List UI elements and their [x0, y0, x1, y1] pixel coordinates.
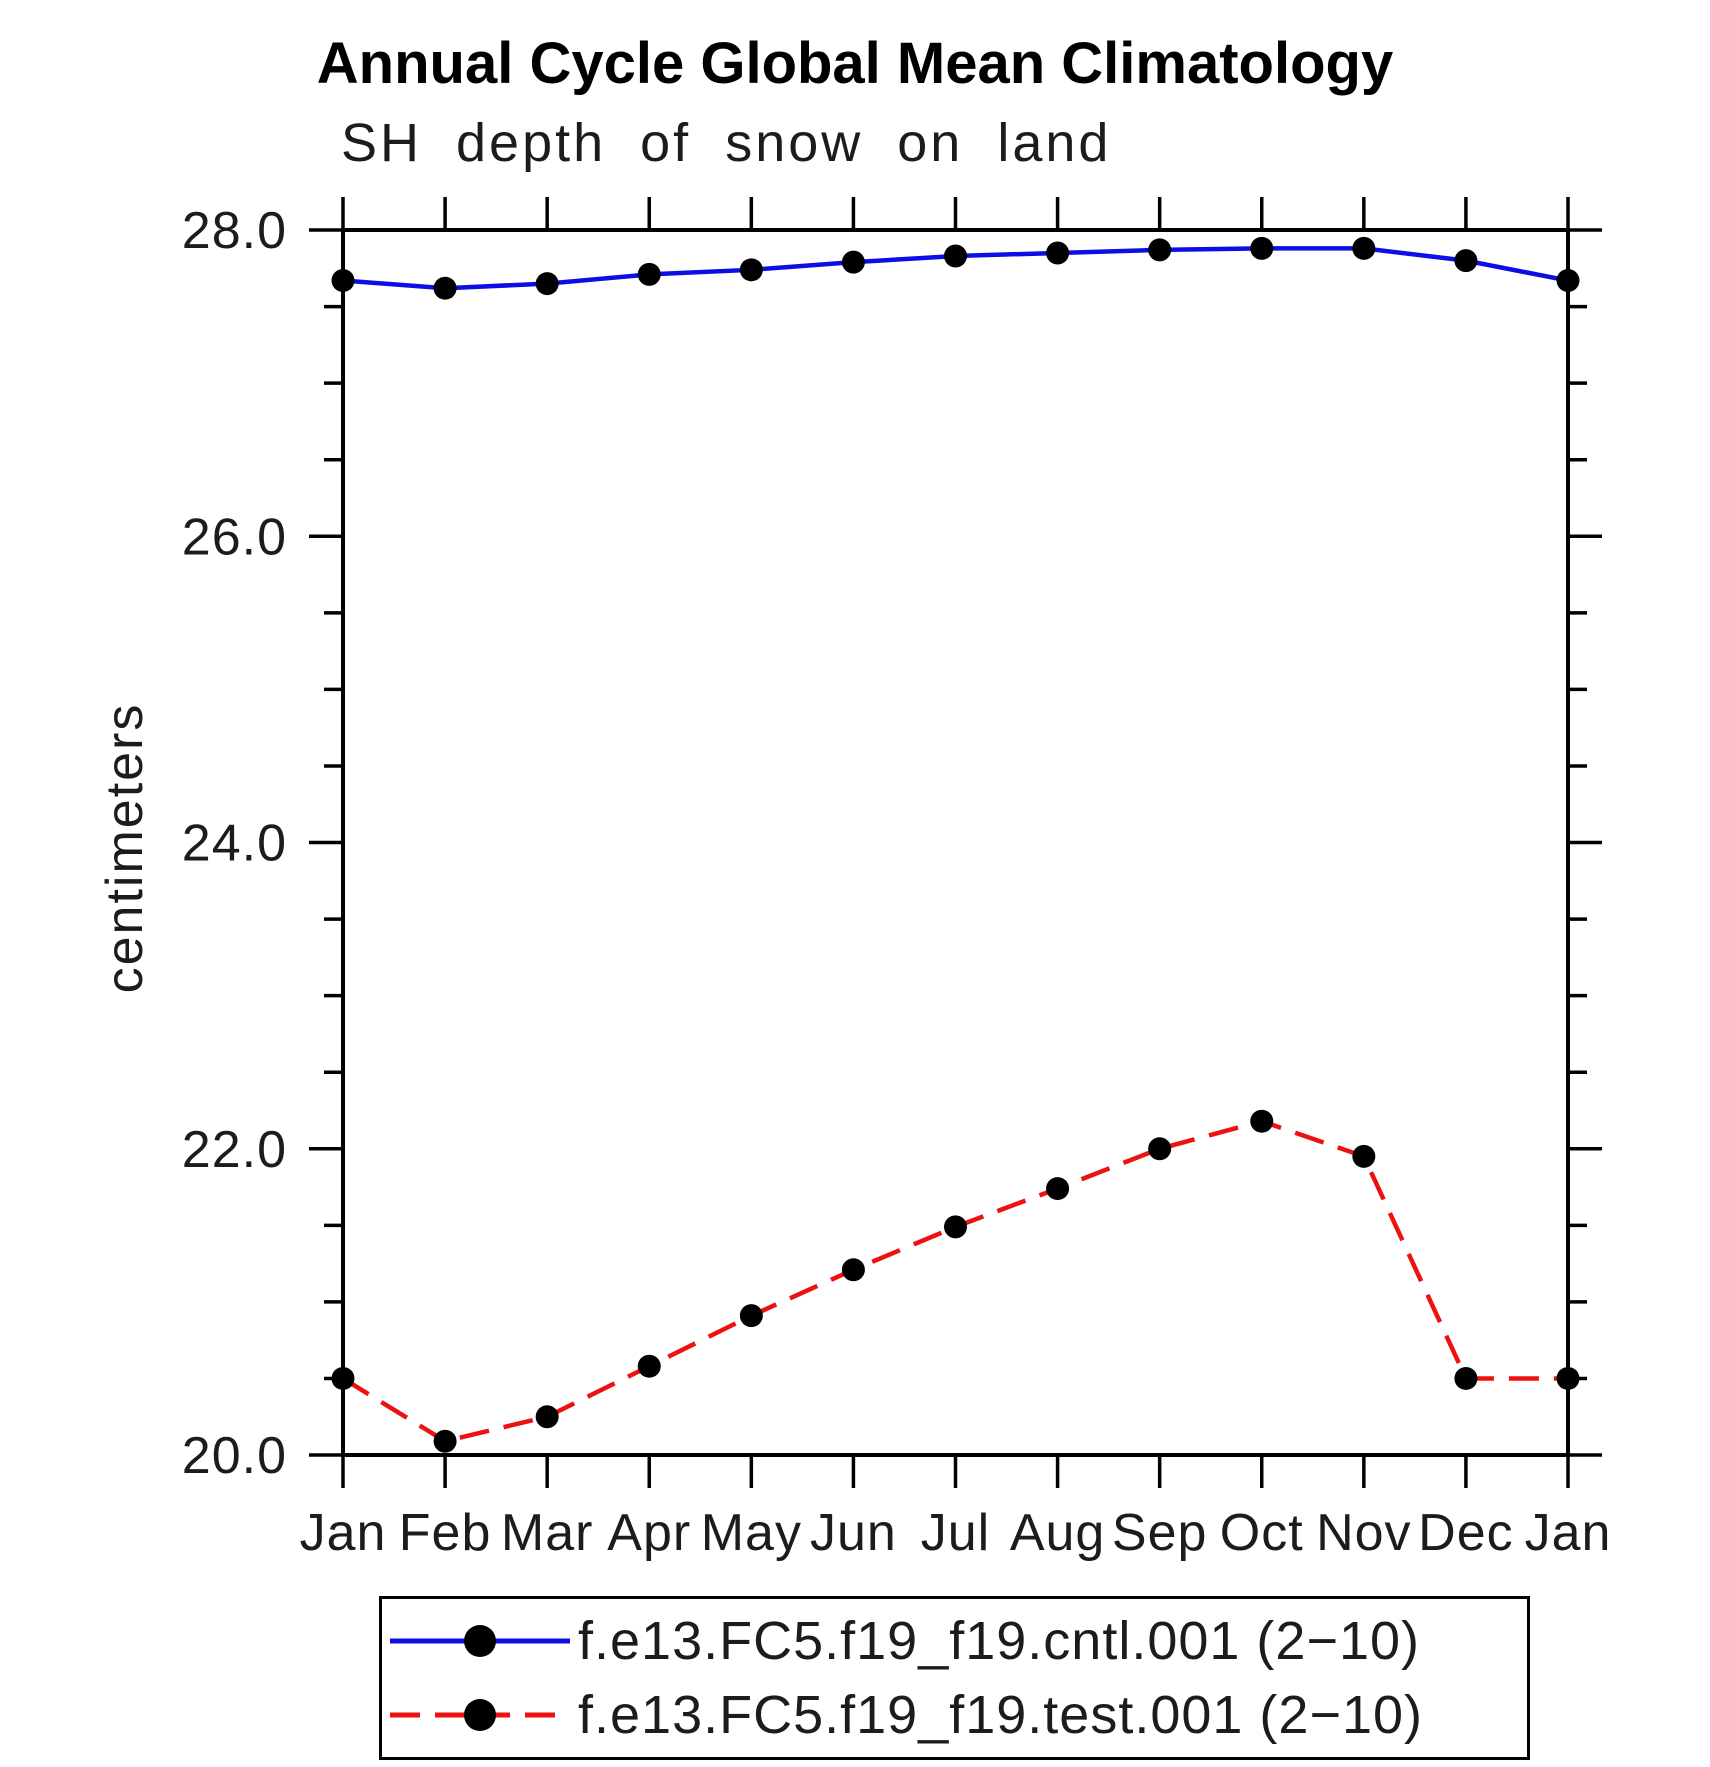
data-point-cntl	[1250, 236, 1274, 260]
x-tick-label: Jul	[921, 1504, 990, 1562]
data-point-cntl	[1556, 269, 1580, 293]
data-point-cntl	[944, 244, 967, 268]
legend-label-cntl: f.e13.FC5.f19_f19.cntl.001 (2−10)	[578, 1611, 1421, 1671]
legend-item-test: f.e13.FC5.f19_f19.test.001 (2−10)	[382, 1679, 1527, 1751]
legend: f.e13.FC5.f19_f19.cntl.001 (2−10) f.e13.…	[379, 1596, 1530, 1760]
x-tick-label: Sep	[1112, 1504, 1208, 1562]
data-point-cntl	[1454, 249, 1478, 273]
data-point-test	[433, 1429, 457, 1453]
data-point-cntl	[1046, 241, 1070, 265]
data-point-test	[1556, 1366, 1580, 1390]
x-tick-label: Aug	[1010, 1504, 1106, 1562]
x-tick-label: Jan	[300, 1504, 387, 1562]
x-tick-label: Oct	[1220, 1504, 1304, 1562]
data-point-test	[535, 1405, 559, 1429]
data-point-test	[331, 1366, 355, 1390]
legend-line-sample-cntl	[390, 1625, 570, 1657]
data-point-cntl	[1352, 236, 1376, 260]
data-point-test	[944, 1215, 967, 1239]
data-point-test	[739, 1304, 763, 1328]
x-tick-label: Nov	[1316, 1504, 1411, 1562]
series-line-test	[341, 1118, 1568, 1444]
data-point-test	[1454, 1366, 1478, 1390]
data-point-test	[841, 1258, 865, 1282]
data-point-test	[1250, 1109, 1274, 1133]
data-point-cntl	[739, 258, 763, 282]
y-tick-label: 28.0	[182, 202, 287, 260]
legend-line-sample-test	[390, 1699, 570, 1731]
legend-label-test: f.e13.FC5.f19_f19.test.001 (2−10)	[578, 1685, 1424, 1745]
x-tick-label: Apr	[607, 1504, 691, 1562]
data-point-test	[1046, 1177, 1070, 1201]
data-point-cntl	[637, 262, 661, 286]
x-tick-label: May	[701, 1504, 802, 1562]
x-tick-label: Feb	[399, 1504, 492, 1562]
data-point-test	[637, 1354, 661, 1378]
x-tick-label: Mar	[501, 1504, 594, 1562]
data-point-cntl	[1148, 238, 1172, 262]
chart-title: Annual Cycle Global Mean Climatology	[316, 31, 1394, 96]
y-tick-label: 20.0	[182, 1427, 287, 1485]
data-point-cntl	[535, 272, 559, 296]
data-point-cntl	[841, 250, 865, 274]
x-tick-label: Jun	[810, 1504, 897, 1562]
data-point-test	[1352, 1144, 1376, 1168]
data-point-cntl	[331, 269, 355, 293]
y-tick-label: 22.0	[182, 1121, 287, 1179]
legend-item-cntl: f.e13.FC5.f19_f19.cntl.001 (2−10)	[382, 1605, 1527, 1677]
y-tick-label: 24.0	[182, 815, 287, 873]
x-tick-label: Dec	[1418, 1504, 1513, 1562]
y-tick-label: 26.0	[182, 508, 287, 566]
data-point-test	[1148, 1137, 1172, 1161]
x-tick-label: Jan	[1525, 1504, 1612, 1562]
data-point-cntl	[433, 276, 457, 300]
chart-subtitle: SH depth of snow on land	[341, 113, 1112, 173]
